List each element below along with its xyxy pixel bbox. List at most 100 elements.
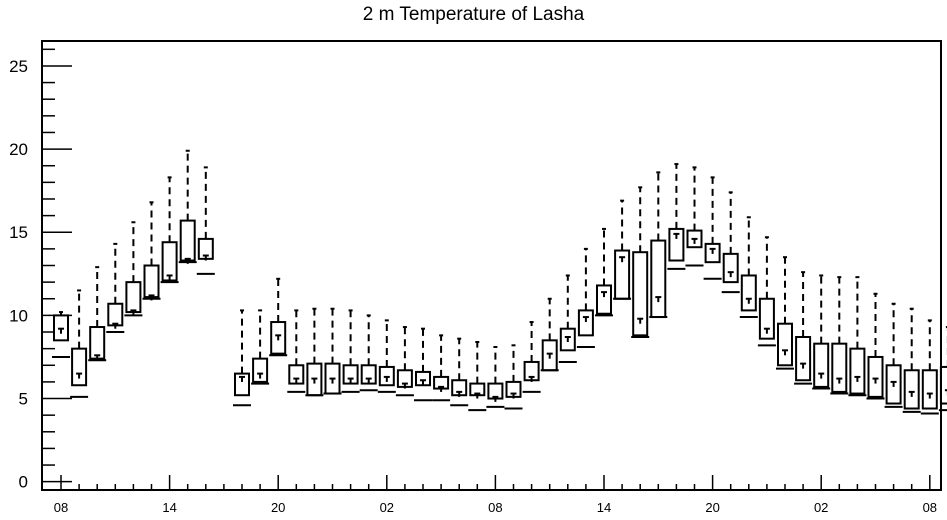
box-body [740, 274, 757, 312]
box-body [849, 347, 866, 395]
box-item [52, 311, 70, 358]
box-item [522, 321, 541, 393]
box-item [142, 201, 161, 301]
box-item [812, 274, 831, 390]
x-tick-label: 08 [923, 500, 937, 515]
x-axis: 08 14 20 02 08 14 20 02 08 [54, 475, 937, 515]
box-item [196, 166, 215, 275]
box-item [776, 256, 794, 370]
box-item [395, 326, 414, 397]
box-item [178, 149, 197, 264]
box-item [576, 247, 595, 348]
box-item [341, 309, 360, 393]
box-body [89, 326, 106, 360]
box-body [722, 252, 739, 284]
box-item [377, 319, 396, 393]
box-item [468, 340, 487, 412]
box-body [668, 227, 685, 262]
box-body [71, 347, 88, 387]
box-body [867, 355, 884, 398]
chart-title: 2 m Temperature of Lasha [362, 4, 585, 25]
box-item [486, 345, 505, 408]
x-tick-label: 20 [705, 500, 719, 515]
box-item [287, 309, 306, 393]
box-body [143, 264, 160, 299]
box-item [757, 236, 776, 347]
box-item [866, 292, 885, 400]
y-tick-label: 5 [19, 390, 28, 409]
box-body [252, 357, 269, 383]
box-item [649, 171, 668, 319]
box-body [378, 365, 395, 387]
box-body [831, 342, 848, 393]
box-body [650, 239, 667, 319]
box-body [939, 365, 947, 405]
box-item [88, 266, 107, 362]
box-body [777, 322, 793, 367]
box-body [234, 372, 250, 397]
x-tick-label: 14 [162, 500, 176, 515]
box-item [70, 289, 89, 398]
box-item [794, 271, 813, 385]
y-tick-label: 0 [19, 473, 28, 492]
box-body [686, 229, 703, 249]
box-body [596, 284, 612, 315]
box-item [540, 297, 559, 372]
box-item [739, 216, 758, 319]
box-item [902, 307, 921, 413]
box-body [813, 342, 830, 388]
box-body [632, 251, 649, 337]
box-item [160, 176, 179, 284]
box-item [269, 277, 288, 357]
box-body [559, 327, 576, 352]
y-tick-label: 15 [9, 223, 28, 242]
box-body [704, 242, 721, 264]
x-tick-label: 20 [271, 500, 285, 515]
y-tick-label: 25 [9, 57, 28, 76]
box-item [703, 176, 722, 280]
box-item [595, 227, 613, 317]
box-body [179, 219, 196, 262]
box-item [359, 314, 378, 392]
box-body [53, 314, 69, 342]
box-item [504, 344, 523, 410]
box-item [884, 302, 903, 408]
box-body [125, 281, 142, 314]
x-tick-label: 02 [380, 500, 394, 515]
box-body [270, 321, 287, 355]
box-body [758, 297, 775, 340]
box-item [305, 307, 324, 397]
box-item [124, 221, 143, 317]
box-item [685, 166, 704, 267]
y-axis: 0 5 10 15 20 25 [9, 48, 72, 492]
box-body [903, 369, 920, 410]
box-item [414, 327, 432, 402]
box-item [848, 276, 867, 397]
box-body [577, 309, 594, 337]
box-body [107, 302, 124, 327]
box-item [432, 334, 451, 402]
box-item [251, 309, 270, 385]
box-body [795, 336, 812, 382]
box-item [830, 276, 849, 395]
box-item [613, 199, 632, 300]
box-item [631, 186, 650, 339]
y-tick-label: 10 [9, 306, 28, 325]
x-tick-label: 08 [54, 500, 68, 515]
x-tick-label: 08 [488, 500, 502, 515]
box-item [920, 319, 939, 415]
box-item [106, 242, 125, 334]
x-tick-label: 14 [597, 500, 611, 515]
box-series [52, 149, 947, 415]
y-tick-label: 20 [9, 140, 28, 159]
box-item [667, 163, 686, 270]
box-body [885, 364, 902, 405]
x-tick-label: 02 [814, 500, 828, 515]
box-item [558, 274, 577, 363]
box-body [921, 369, 938, 410]
box-item [233, 309, 251, 407]
box-item [450, 337, 469, 407]
box-item [721, 191, 740, 294]
box-item [323, 307, 342, 395]
